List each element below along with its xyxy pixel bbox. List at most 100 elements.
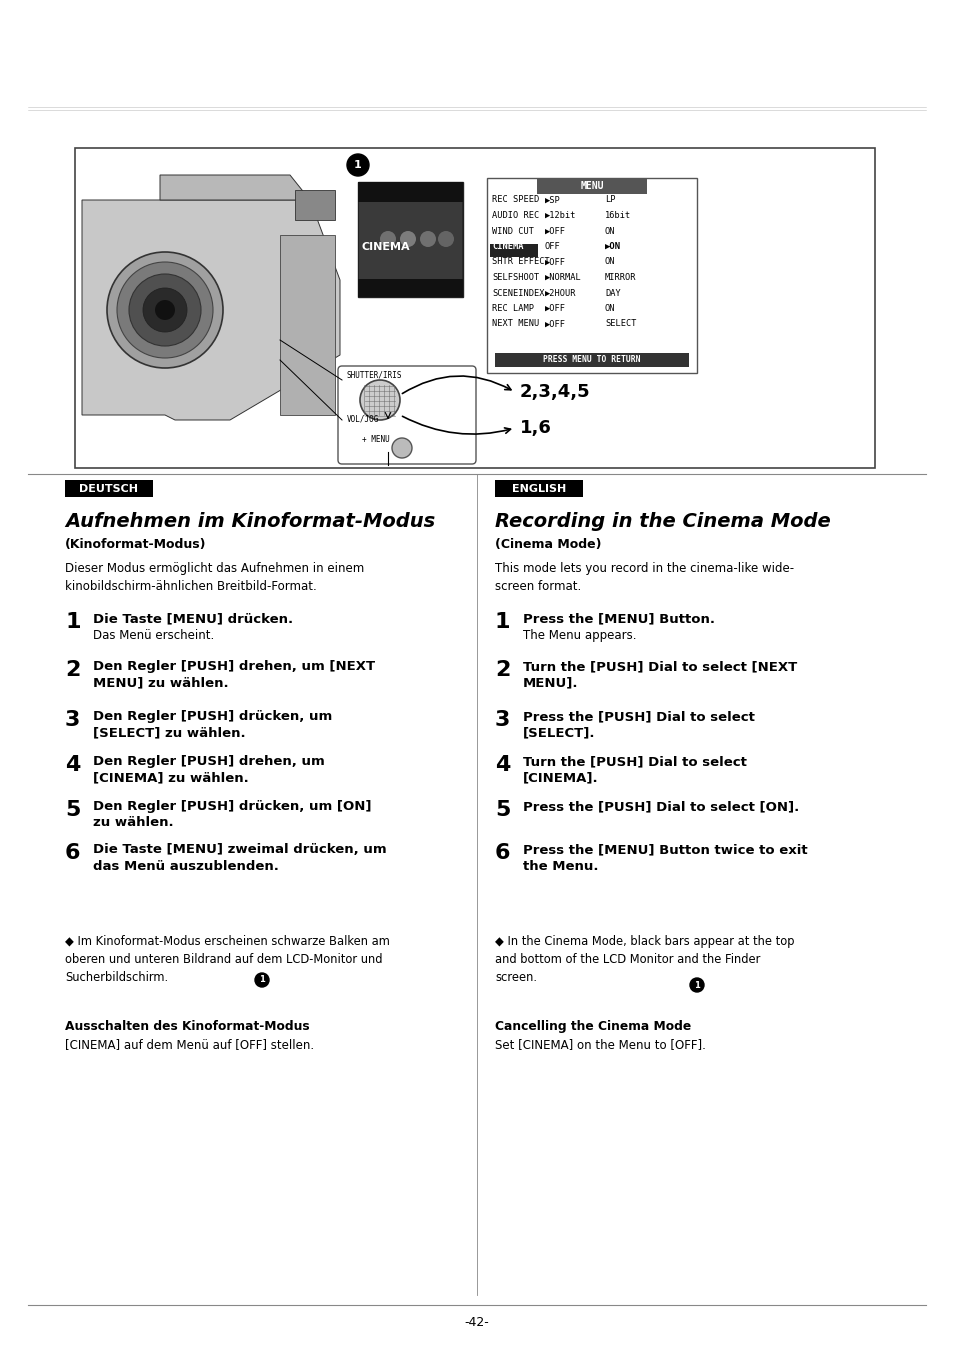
Text: Turn the [PUSH] Dial to select
[CINEMA].: Turn the [PUSH] Dial to select [CINEMA]. [522, 755, 746, 785]
Bar [486, 178, 697, 373]
Text: Press the [MENU] Button.: Press the [MENU] Button. [522, 612, 714, 625]
Text: CINEMA: CINEMA [361, 243, 410, 252]
Text: DAY: DAY [604, 288, 620, 298]
Text: REC LAMP: REC LAMP [492, 305, 534, 313]
Text: 6: 6 [495, 842, 510, 863]
Circle shape [419, 231, 436, 247]
Text: ON: ON [604, 257, 615, 267]
Text: SCENEINDEX: SCENEINDEX [492, 288, 544, 298]
Text: 1: 1 [354, 160, 361, 170]
Text: OFF: OFF [544, 243, 560, 251]
FancyBboxPatch shape [337, 367, 476, 464]
Text: ▶OFF: ▶OFF [544, 226, 565, 236]
Text: NEXT MENU: NEXT MENU [492, 319, 538, 329]
Text: REC SPEED: REC SPEED [492, 195, 538, 205]
Text: 5: 5 [495, 799, 510, 820]
Text: 16bit: 16bit [604, 212, 631, 220]
Text: Set [CINEMA] on the Menu to [OFF].: Set [CINEMA] on the Menu to [OFF]. [495, 1038, 705, 1051]
Circle shape [347, 154, 369, 177]
Bar [357, 279, 462, 297]
Text: 2: 2 [65, 661, 80, 679]
Text: WIND CUT: WIND CUT [492, 226, 534, 236]
Text: The Menu appears.: The Menu appears. [522, 630, 636, 642]
Text: LP: LP [604, 195, 615, 205]
Text: 2: 2 [495, 661, 510, 679]
Text: ▶OFF: ▶OFF [544, 305, 565, 313]
Text: Press the [PUSH] Dial to select
[SELECT].: Press the [PUSH] Dial to select [SELECT]… [522, 710, 754, 740]
Text: VOL/JOG: VOL/JOG [347, 415, 379, 425]
Text: ENGLISH: ENGLISH [512, 484, 565, 493]
Text: MENU: MENU [579, 181, 603, 191]
Bar [280, 235, 335, 415]
Text: + MENU: + MENU [361, 435, 390, 443]
Text: Recording in the Cinema Mode: Recording in the Cinema Mode [495, 512, 830, 531]
Circle shape [254, 973, 269, 987]
Text: 2,3,4,5: 2,3,4,5 [519, 383, 590, 400]
Text: Den Regler [PUSH] drücken, um
[SELECT] zu wählen.: Den Regler [PUSH] drücken, um [SELECT] z… [92, 710, 332, 740]
Bar [65, 480, 152, 497]
Text: 5: 5 [65, 799, 80, 820]
Circle shape [379, 231, 395, 247]
Text: (Kinoformat-Modus): (Kinoformat-Modus) [65, 538, 206, 551]
Text: Den Regler [PUSH] drehen, um [NEXT
MENU] zu wählen.: Den Regler [PUSH] drehen, um [NEXT MENU]… [92, 661, 375, 689]
Text: SHUTTER/IRIS: SHUTTER/IRIS [347, 371, 402, 380]
Text: ▶SP: ▶SP [544, 195, 560, 205]
Text: Die Taste [MENU] zweimal drücken, um
das Menü auszublenden.: Die Taste [MENU] zweimal drücken, um das… [92, 842, 386, 872]
Text: ▶OFF: ▶OFF [544, 257, 565, 267]
Text: Das Menü erscheint.: Das Menü erscheint. [92, 630, 214, 642]
Text: ON: ON [604, 305, 615, 313]
Text: 1,6: 1,6 [519, 419, 551, 437]
Text: (Cinema Mode): (Cinema Mode) [495, 538, 601, 551]
Text: 1: 1 [495, 612, 510, 632]
Text: -42-: -42- [464, 1316, 489, 1329]
Text: PRESS MENU TO RETURN: PRESS MENU TO RETURN [542, 356, 640, 364]
Text: MIRROR: MIRROR [604, 274, 636, 282]
Text: CINEMA: CINEMA [492, 243, 523, 251]
Text: 1: 1 [65, 612, 80, 632]
Text: [CINEMA] auf dem Menü auf [OFF] stellen.: [CINEMA] auf dem Menü auf [OFF] stellen. [65, 1038, 314, 1051]
Text: Cancelling the Cinema Mode: Cancelling the Cinema Mode [495, 1020, 691, 1033]
Text: 6: 6 [65, 842, 80, 863]
Text: ◆ In the Cinema Mode, black bars appear at the top
and bottom of the LCD Monitor: ◆ In the Cinema Mode, black bars appear … [495, 936, 794, 984]
Bar [490, 244, 537, 256]
Bar [537, 178, 646, 194]
Text: ▶2HOUR: ▶2HOUR [544, 288, 576, 298]
Circle shape [117, 262, 213, 359]
Text: Den Regler [PUSH] drücken, um [ON]
zu wählen.: Den Regler [PUSH] drücken, um [ON] zu wä… [92, 799, 371, 829]
Text: ◆ Im Kinoformat-Modus erscheinen schwarze Balken am
oberen und unteren Bildrand : ◆ Im Kinoformat-Modus erscheinen schwarz… [65, 936, 390, 984]
Circle shape [107, 252, 223, 368]
Text: Press the [PUSH] Dial to select [ON].: Press the [PUSH] Dial to select [ON]. [522, 799, 799, 813]
Circle shape [143, 288, 187, 332]
Text: Turn the [PUSH] Dial to select [NEXT
MENU].: Turn the [PUSH] Dial to select [NEXT MEN… [522, 661, 797, 689]
Bar [75, 148, 874, 468]
Text: ON: ON [604, 226, 615, 236]
Bar [495, 353, 688, 367]
Bar [294, 190, 335, 220]
Text: 1: 1 [694, 980, 700, 989]
Circle shape [154, 301, 174, 319]
Bar [495, 480, 582, 497]
Text: SHTR EFFECT: SHTR EFFECT [492, 257, 549, 267]
Text: Aufnehmen im Kinoformat-Modus: Aufnehmen im Kinoformat-Modus [65, 512, 435, 531]
Circle shape [392, 438, 412, 458]
Text: 4: 4 [495, 755, 510, 775]
Bar [357, 182, 462, 202]
Text: 3: 3 [65, 710, 80, 731]
Text: ▶ON: ▶ON [604, 243, 620, 251]
Text: Ausschalten des Kinoformat-Modus: Ausschalten des Kinoformat-Modus [65, 1020, 310, 1033]
Bar [358, 183, 461, 297]
Bar [357, 182, 462, 297]
Text: 3: 3 [495, 710, 510, 731]
Text: 1: 1 [259, 976, 265, 984]
Text: SELECT: SELECT [604, 319, 636, 329]
Circle shape [399, 231, 416, 247]
Text: 4: 4 [65, 755, 80, 775]
Text: Die Taste [MENU] drücken.: Die Taste [MENU] drücken. [92, 612, 293, 625]
Circle shape [129, 274, 201, 346]
Polygon shape [160, 175, 310, 200]
Circle shape [437, 231, 454, 247]
Polygon shape [82, 200, 339, 421]
Text: Den Regler [PUSH] drehen, um
[CINEMA] zu wählen.: Den Regler [PUSH] drehen, um [CINEMA] zu… [92, 755, 324, 785]
Circle shape [689, 979, 703, 992]
Text: Dieser Modus ermöglicht das Aufnehmen in einem
kinobildschirm-ähnlichen Breitbil: Dieser Modus ermöglicht das Aufnehmen in… [65, 562, 364, 593]
